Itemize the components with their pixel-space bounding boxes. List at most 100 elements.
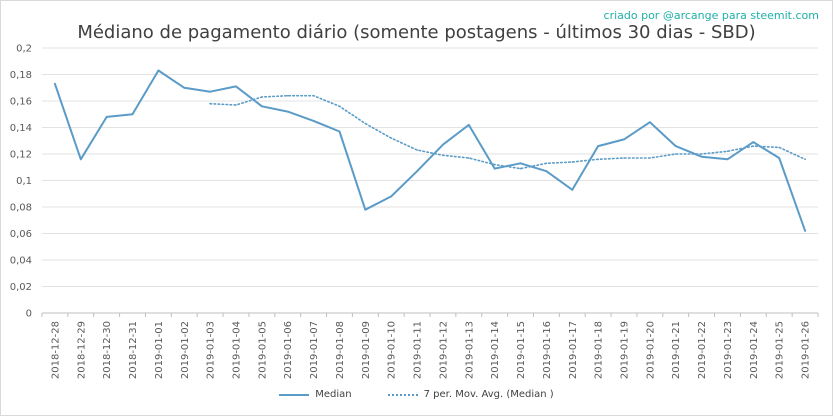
data-point-median bbox=[131, 113, 134, 116]
data-point-median bbox=[493, 167, 496, 170]
data-point-moving-average bbox=[752, 145, 755, 147]
data-point-median bbox=[364, 208, 367, 211]
x-tick-label: 2018-12-28 bbox=[50, 321, 61, 379]
data-point-median bbox=[286, 110, 289, 113]
data-point-median bbox=[674, 145, 677, 147]
y-tick-label: 0,08 bbox=[10, 203, 32, 214]
data-point-moving-average bbox=[519, 167, 522, 170]
legend-item-moving-average: 7 per. Mov. Avg. (Median ) bbox=[387, 389, 554, 400]
x-tick-label: 2018-12-31 bbox=[128, 321, 139, 379]
data-point-moving-average bbox=[442, 154, 444, 157]
data-point-median bbox=[726, 158, 729, 161]
data-point-moving-average bbox=[623, 157, 625, 159]
x-tick-label: 2019-01-12 bbox=[438, 321, 449, 379]
x-tick-label: 2019-01-15 bbox=[516, 321, 527, 379]
y-tick-label: 0,16 bbox=[10, 97, 32, 108]
x-tick-label: 2019-01-26 bbox=[801, 321, 812, 379]
data-point-moving-average bbox=[700, 153, 703, 155]
data-point-median bbox=[752, 141, 755, 143]
x-tick-label: 2019-01-05 bbox=[257, 321, 268, 379]
data-point-median bbox=[778, 157, 780, 159]
data-point-median bbox=[545, 170, 548, 172]
data-point-moving-average bbox=[597, 158, 599, 161]
x-tick-label: 2019-01-01 bbox=[154, 321, 165, 379]
x-tick-label: 2018-12-30 bbox=[102, 321, 113, 379]
y-tick-label: 0,12 bbox=[10, 150, 32, 161]
y-tick-label: 0,1 bbox=[16, 176, 32, 187]
data-point-moving-average bbox=[286, 94, 289, 97]
data-point-moving-average bbox=[493, 163, 496, 166]
x-tick-label: 2019-01-06 bbox=[283, 321, 294, 379]
data-point-moving-average bbox=[726, 150, 729, 153]
x-tick-label: 2019-01-16 bbox=[542, 321, 553, 379]
data-point-moving-average bbox=[571, 161, 574, 163]
x-tick-label: 2019-01-04 bbox=[232, 321, 243, 379]
data-point-median bbox=[442, 143, 444, 146]
x-tick-label: 2019-01-11 bbox=[413, 321, 424, 379]
data-point-median bbox=[338, 130, 341, 133]
data-point-moving-average bbox=[804, 158, 806, 161]
data-point-moving-average bbox=[416, 149, 418, 151]
x-tick-label: 2019-01-07 bbox=[309, 321, 320, 379]
data-point-median bbox=[700, 155, 703, 158]
data-point-median bbox=[80, 158, 82, 161]
data-point-moving-average bbox=[649, 157, 651, 159]
series-line-moving-average bbox=[209, 94, 806, 170]
y-tick-label: 0,18 bbox=[10, 70, 32, 81]
credit-text: criado por @arcange para steemit.com bbox=[603, 9, 819, 22]
data-point-median bbox=[209, 90, 211, 93]
x-tick-label: 2019-01-18 bbox=[594, 321, 605, 379]
x-tick-label: 2019-01-03 bbox=[206, 321, 217, 379]
data-point-moving-average bbox=[778, 146, 780, 149]
data-point-median bbox=[804, 230, 806, 232]
x-tick-label: 2019-01-23 bbox=[723, 321, 734, 379]
series-line-median bbox=[53, 69, 807, 232]
y-tick-label: 0,2 bbox=[16, 44, 32, 55]
x-tick-label: 2019-01-02 bbox=[180, 321, 191, 379]
x-tick-label: 2019-01-25 bbox=[775, 321, 786, 379]
data-point-median bbox=[54, 83, 56, 85]
data-point-moving-average bbox=[261, 96, 263, 98]
x-tick-label: 2019-01-22 bbox=[697, 321, 708, 379]
x-tick-label: 2019-01-24 bbox=[749, 321, 760, 379]
legend-swatch-solid bbox=[279, 393, 310, 396]
data-point-median bbox=[623, 138, 625, 141]
legend-item-median: Median bbox=[279, 389, 352, 400]
data-point-moving-average bbox=[312, 94, 315, 97]
y-tick-label: 0,14 bbox=[10, 123, 32, 134]
data-point-moving-average bbox=[338, 105, 341, 108]
data-point-moving-average bbox=[674, 153, 677, 155]
data-point-median bbox=[468, 124, 470, 126]
data-point-median bbox=[597, 145, 599, 147]
data-point-median bbox=[105, 116, 108, 118]
data-point-median bbox=[261, 105, 263, 108]
data-point-median bbox=[157, 69, 160, 72]
data-point-moving-average bbox=[545, 162, 548, 165]
data-point-median bbox=[416, 170, 418, 172]
y-tick-label: 0,04 bbox=[10, 256, 32, 267]
y-tick-label: 0,06 bbox=[10, 229, 32, 240]
data-point-moving-average bbox=[468, 157, 470, 159]
x-tick-label: 2019-01-08 bbox=[335, 321, 346, 379]
x-tick-label: 2019-01-10 bbox=[387, 321, 398, 379]
chart-legend: Median 7 per. Mov. Avg. (Median ) bbox=[0, 389, 833, 400]
legend-label-median: Median bbox=[315, 389, 352, 400]
x-tick-label: 2019-01-14 bbox=[490, 321, 501, 379]
legend-label-moving-average: 7 per. Mov. Avg. (Median ) bbox=[423, 389, 554, 400]
data-point-median bbox=[571, 189, 574, 191]
data-point-median bbox=[519, 162, 522, 165]
y-tick-label: 0,02 bbox=[10, 282, 32, 293]
data-point-median bbox=[390, 195, 393, 198]
data-point-median bbox=[183, 87, 186, 89]
x-tick-label: 2019-01-19 bbox=[620, 321, 631, 379]
x-tick-label: 2019-01-09 bbox=[361, 321, 372, 379]
x-tick-label: 2018-12-29 bbox=[76, 321, 87, 379]
chart-title: Médiano de pagamento diário (somente pos… bbox=[77, 22, 756, 43]
data-point-moving-average bbox=[364, 122, 367, 125]
data-point-moving-average bbox=[235, 104, 237, 106]
data-point-median bbox=[235, 85, 237, 88]
legend-swatch-dotted bbox=[387, 393, 418, 396]
x-tick-label: 2019-01-13 bbox=[464, 321, 475, 379]
data-point-median bbox=[312, 120, 315, 122]
